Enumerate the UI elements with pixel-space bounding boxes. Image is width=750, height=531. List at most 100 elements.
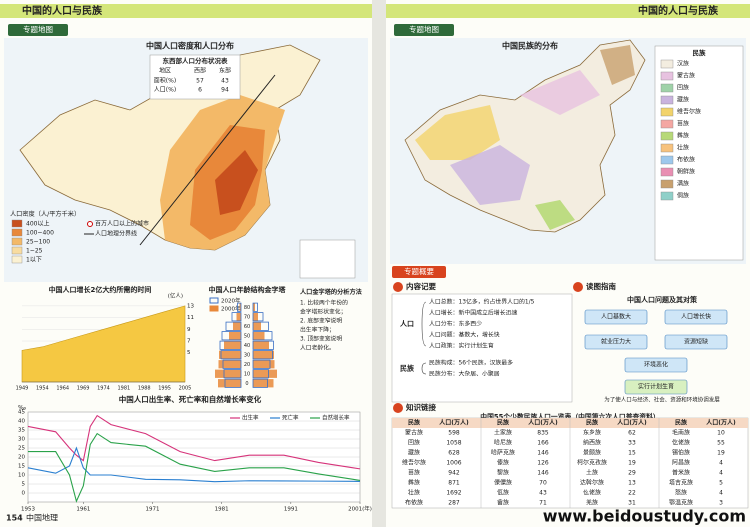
page-number: 154 xyxy=(6,514,23,523)
table-cell: 55 xyxy=(717,440,725,447)
legend-swatch xyxy=(11,237,23,246)
note-line: 出生率下降； xyxy=(300,326,335,334)
table-cell: 维吾尔族 xyxy=(402,459,426,467)
age-label: 70 xyxy=(244,314,250,320)
legend-label: 2000年 xyxy=(221,305,241,313)
pyramid-bar xyxy=(219,350,241,359)
table-cell: 10 xyxy=(717,430,725,437)
flow-label: 人口基数大 xyxy=(601,313,631,321)
table-cell: 仡佬族 xyxy=(672,439,690,447)
mind-item: 民族构成：56个民族，汉族最多 xyxy=(429,359,513,367)
x-tick-label: 1995 xyxy=(158,386,171,392)
flow-label: 人口增长快 xyxy=(681,313,711,321)
legend-label: 侗族 xyxy=(677,192,689,200)
age-label: 0 xyxy=(245,381,248,387)
table-cell: 15 xyxy=(628,450,636,457)
y-tick-label: 25 xyxy=(18,446,25,452)
table-cell: 29 xyxy=(628,470,636,477)
table-cell: 壮族 xyxy=(408,489,420,497)
table-cell: 19 xyxy=(717,450,725,457)
table-cell: 土家族 xyxy=(494,429,512,437)
table-cell: 鄂温克族 xyxy=(669,499,693,507)
table-cell: 阿昌族 xyxy=(672,459,690,467)
legend-swatch xyxy=(660,83,674,93)
legend-label: 百万人口以上的城市 xyxy=(95,220,149,228)
pyramid-bar xyxy=(253,360,275,369)
table-cell: 怒族 xyxy=(675,489,687,497)
table-cell: 6 xyxy=(198,87,202,94)
legend-label: 死亡率 xyxy=(282,414,299,422)
table-cell: 佤族 xyxy=(497,489,509,497)
pyramid-bar xyxy=(231,312,242,322)
y-tick-label: 30 xyxy=(18,437,25,443)
pyramid-bar xyxy=(252,312,264,322)
header-title: 中国的人口与民族 xyxy=(22,4,103,17)
y-tick-label: 9 xyxy=(187,327,191,333)
legend-label: 100~400 xyxy=(26,230,54,237)
table-cell: 塔吉克族 xyxy=(669,479,693,487)
table-cell: 3 xyxy=(719,500,723,507)
table-cell: 126 xyxy=(537,460,549,467)
table-cell: 毛南族 xyxy=(672,429,690,437)
table-cell: 畲族 xyxy=(497,499,509,507)
y-tick-label: 5 xyxy=(22,482,26,488)
pyramid-bar xyxy=(253,303,255,312)
table-cell: 人口(%) xyxy=(154,87,176,94)
pyramid-bar xyxy=(252,302,258,312)
table-cell: 146 xyxy=(537,450,549,457)
section-tag xyxy=(392,266,446,278)
subsection-title: 知识链接 xyxy=(406,402,436,412)
table-cell: 1058 xyxy=(446,440,461,447)
axis-label: (亿人) xyxy=(168,292,183,300)
note-line: 金字塔形状变化； xyxy=(300,308,346,316)
table-cell: 蒙古族 xyxy=(405,429,423,437)
x-tick-label: 1949 xyxy=(16,386,29,392)
ethnic-region xyxy=(520,70,600,115)
x-tick-label: 1954 xyxy=(36,386,49,392)
mind-item: 人口总数：13亿多，约占世界人口的1/5 xyxy=(429,298,535,306)
table-cell: 1006 xyxy=(446,460,461,467)
legend-label: 彝族 xyxy=(677,132,689,140)
table-cell: 835 xyxy=(537,430,549,437)
table-cell: 彝族 xyxy=(408,479,420,487)
x-tick-label: 1961 xyxy=(76,507,90,513)
pyramid-bar xyxy=(219,340,242,350)
x-tick-label: 1969 xyxy=(77,386,90,392)
legend-swatch xyxy=(660,143,674,153)
legend-swatch xyxy=(660,95,674,105)
flow-box xyxy=(624,357,688,373)
legend-label: 回族 xyxy=(677,84,689,92)
pyramid-bar xyxy=(222,359,242,369)
table-cell: 普米族 xyxy=(672,469,690,477)
legend-swatch xyxy=(660,119,674,129)
table-cell: 苗族 xyxy=(408,469,420,477)
flow-box xyxy=(664,309,728,325)
mind-root: 民族 xyxy=(400,364,415,373)
legend-label: 人口地理分界线 xyxy=(95,230,137,238)
pyramid-bar xyxy=(252,369,269,379)
y-tick-label: 0 xyxy=(22,491,26,497)
tab xyxy=(8,24,68,36)
table-cell: 31 xyxy=(628,500,636,507)
gutter xyxy=(372,0,386,527)
legend-label: 自然增长率 xyxy=(322,414,350,422)
pyramid-bar xyxy=(253,341,269,350)
series-line xyxy=(28,432,361,503)
notes-box xyxy=(391,293,573,403)
y-tick-label: 11 xyxy=(187,315,194,321)
tab-label: 专题地图 xyxy=(23,24,53,34)
legend-label: 壮族 xyxy=(677,144,689,152)
section-title: 专题概要 xyxy=(404,266,434,276)
age-label: 50 xyxy=(244,333,250,339)
table-header: 民族 xyxy=(586,419,599,427)
pyramid-bar xyxy=(253,379,274,388)
legend-swatch xyxy=(660,191,674,201)
table-cell: 1692 xyxy=(446,490,461,497)
flow-box xyxy=(584,334,648,350)
table-cell: 70 xyxy=(539,480,547,487)
table-header: 西部 xyxy=(194,67,206,75)
y-tick-label: 15 xyxy=(18,464,25,470)
tab xyxy=(394,24,454,36)
flow-box xyxy=(584,309,648,325)
